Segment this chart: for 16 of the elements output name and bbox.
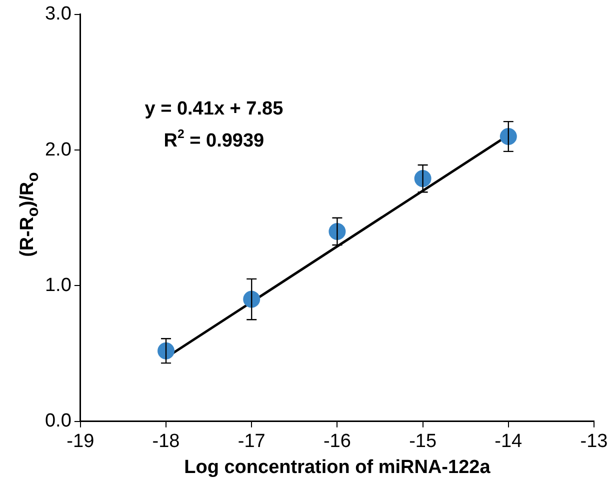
x-tick-label: -19 bbox=[66, 431, 94, 452]
x-tick-label: -13 bbox=[580, 431, 608, 452]
point bbox=[243, 290, 260, 308]
x-tick-label: -18 bbox=[152, 431, 180, 452]
annotation: y = 0.41x + 7.85 bbox=[144, 98, 284, 120]
x-axis-title: Log concentration of miRNA-122a bbox=[184, 456, 491, 478]
y-tick-label: 2.0 bbox=[44, 139, 72, 160]
point bbox=[158, 342, 175, 360]
y-tick-label: 3.0 bbox=[44, 4, 72, 25]
x-tick-label: -17 bbox=[238, 431, 266, 452]
point bbox=[500, 128, 517, 145]
y-tick-label: 0.0 bbox=[44, 410, 72, 432]
x-tick-label: -14 bbox=[494, 431, 523, 452]
y-tick-label: 1.0 bbox=[44, 274, 72, 296]
x-tick-label: -16 bbox=[323, 431, 351, 452]
x-tick-label: -15 bbox=[409, 431, 437, 452]
